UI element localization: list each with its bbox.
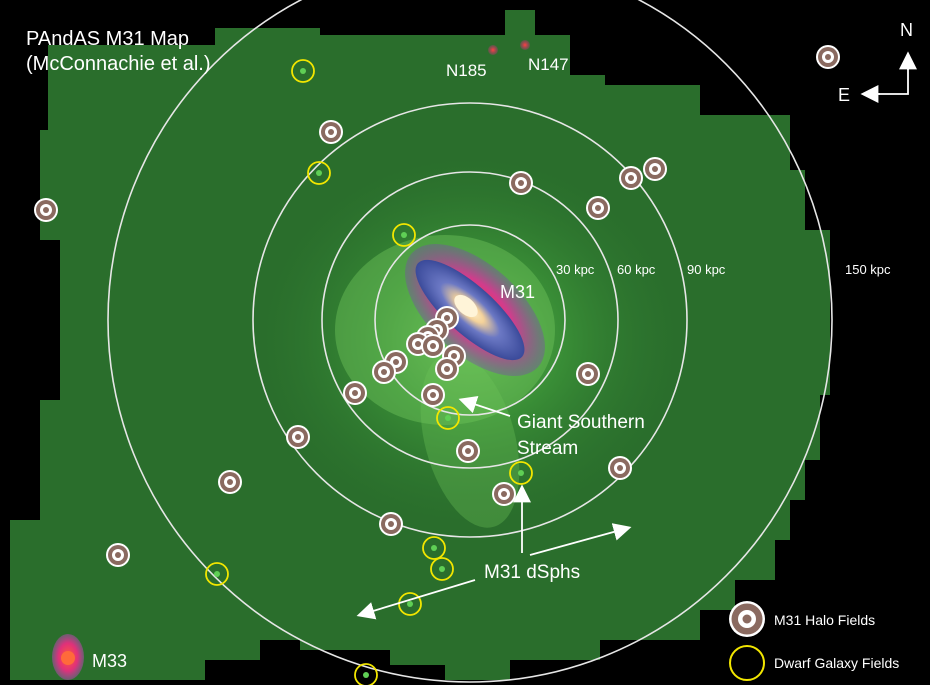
halo-field-marker bbox=[619, 166, 643, 190]
compass-east-label: E bbox=[838, 85, 850, 105]
ring-90kpc bbox=[252, 102, 688, 538]
dwarf-field-marker bbox=[422, 536, 446, 560]
dsph-arrow-left bbox=[356, 579, 476, 620]
dwarf-galaxy-dot bbox=[214, 571, 220, 577]
dwarf-field-marker bbox=[307, 161, 331, 185]
halo-field-marker bbox=[286, 425, 310, 449]
m33-label: M33 bbox=[92, 651, 127, 671]
halo-field-marker bbox=[34, 198, 58, 222]
legend: M31 Halo Fields Dwarf Galaxy Fields bbox=[729, 601, 899, 681]
ring-60kpc bbox=[321, 171, 619, 469]
halo-field-marker bbox=[421, 334, 445, 358]
dwarf-galaxy-dot bbox=[431, 545, 437, 551]
map-title-line1: PAndAS M31 Map bbox=[26, 28, 189, 50]
m31-core bbox=[454, 294, 478, 318]
ring-label-90kpc: 90 kpc bbox=[687, 262, 726, 277]
ring-label-60kpc: 60 kpc bbox=[617, 262, 656, 277]
legend-dwarf-marker bbox=[729, 645, 765, 681]
halo-field-marker bbox=[343, 381, 367, 405]
m31-label: M31 bbox=[500, 282, 535, 302]
dwarf-galaxy-dot bbox=[300, 68, 306, 74]
labels: PAndAS M31 Map (McConnachie et al.) N E … bbox=[26, 20, 913, 671]
n147-label: N147 bbox=[528, 55, 569, 74]
dwarf-field-marker bbox=[430, 557, 454, 581]
dwarf-field-marker bbox=[354, 663, 378, 685]
halo-field-marker bbox=[492, 482, 516, 506]
halo-field-marker bbox=[509, 171, 533, 195]
m31-galaxy bbox=[405, 244, 545, 376]
halo-field-marker bbox=[576, 362, 600, 386]
halo-field-marker bbox=[319, 120, 343, 144]
n147-galaxy bbox=[520, 40, 530, 50]
halo-field-marker bbox=[816, 45, 840, 69]
dwarf-galaxy-dot bbox=[316, 170, 322, 176]
legend-halo-label: M31 Halo Fields bbox=[774, 612, 875, 628]
ring-label-150kpc: 150 kpc bbox=[845, 262, 891, 277]
compass-north-label: N bbox=[900, 20, 913, 40]
map-title-line2: (McConnachie et al.) bbox=[26, 53, 211, 75]
halo-field-marker bbox=[106, 543, 130, 567]
dwarf-field-marker bbox=[509, 461, 533, 485]
satellite-galaxies bbox=[52, 40, 530, 680]
ring-label-30kpc: 30 kpc bbox=[556, 262, 595, 277]
halo-field-marker bbox=[456, 439, 480, 463]
halo-field-marker bbox=[421, 383, 445, 407]
dwarf-field-marker bbox=[291, 59, 315, 83]
stream-arrow bbox=[458, 396, 511, 417]
dwarf-galaxy-dot bbox=[518, 470, 524, 476]
halo-field-marker bbox=[643, 157, 667, 181]
n185-galaxy bbox=[488, 45, 498, 55]
dwarf-galaxy-dot bbox=[363, 672, 369, 678]
dwarf-galaxy-dot bbox=[445, 415, 451, 421]
dwarf-galaxy-dot bbox=[407, 601, 413, 607]
m33-core bbox=[61, 651, 75, 665]
halo-field-marker bbox=[435, 357, 459, 381]
legend-halo-marker bbox=[729, 601, 765, 637]
halo-field-marker bbox=[218, 470, 242, 494]
dsphs-label: M31 dSphs bbox=[484, 562, 580, 583]
dwarf-field-marker bbox=[392, 223, 416, 247]
stream-label-line1: Giant Southern bbox=[517, 412, 645, 433]
halo-field-markers bbox=[34, 45, 840, 567]
legend-dwarf-label: Dwarf Galaxy Fields bbox=[774, 655, 899, 671]
dwarf-field-marker bbox=[436, 406, 460, 430]
dwarf-field-marker bbox=[205, 562, 229, 586]
ring-150kpc bbox=[107, 0, 833, 683]
dwarf-field-markers bbox=[205, 59, 533, 685]
dwarf-galaxy-dot bbox=[439, 566, 445, 572]
distance-rings bbox=[107, 0, 833, 683]
n185-label: N185 bbox=[446, 61, 487, 80]
ring-30kpc bbox=[374, 224, 566, 416]
dsph-arrow-right bbox=[529, 523, 632, 556]
dwarf-galaxy-dot bbox=[401, 232, 407, 238]
halo-field-marker bbox=[379, 512, 403, 536]
stream-label-line2: Stream bbox=[517, 438, 578, 459]
halo-field-marker bbox=[372, 360, 396, 384]
arrows bbox=[356, 51, 917, 620]
compass-arrow bbox=[863, 54, 909, 95]
halo-field-marker bbox=[608, 456, 632, 480]
halo-field-marker bbox=[586, 196, 610, 220]
